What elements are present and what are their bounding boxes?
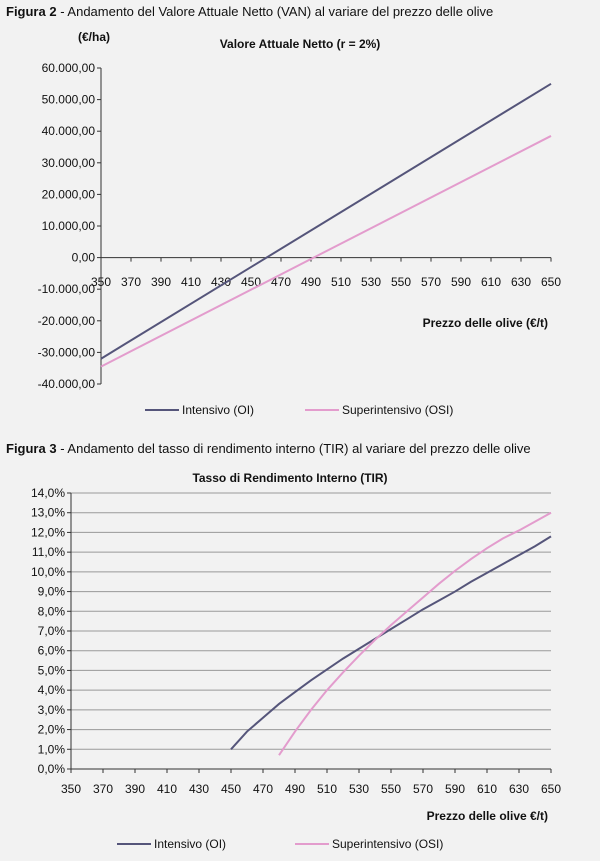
x-tick-label: 470 [271, 275, 291, 289]
y-tick-label: 3,0% [38, 703, 66, 717]
tir-x-axis-label: Prezzo delle olive €/t) [427, 809, 548, 823]
x-tick-label: 510 [317, 782, 337, 796]
y-tick-label: 4,0% [38, 683, 66, 697]
y-tick-label: -30.000,00 [38, 345, 96, 359]
tir-legend: Intensivo (OI) Superintensivo (OSI) [117, 837, 443, 851]
van-x-ticks: 350 370 390 410 430 450 470 490 510 530 550 570 590 6… [91, 257, 561, 289]
y-tick-label: 14,0% [31, 486, 65, 500]
y-tick-label: 2,0% [38, 723, 66, 737]
x-tick-label: 410 [181, 275, 201, 289]
y-tick-label: 40.000,00 [42, 124, 96, 138]
legend-label: Intensivo (OI) [154, 837, 226, 851]
y-tick-label: 30.000,00 [42, 156, 96, 170]
x-tick-label: 430 [211, 275, 231, 289]
x-tick-label: 350 [91, 275, 111, 289]
y-tick-label: 8,0% [38, 604, 66, 618]
x-tick-label: 610 [481, 275, 501, 289]
y-tick-label: 10.000,00 [42, 219, 96, 233]
y-tick-label: 60.000,00 [42, 61, 96, 75]
tir-series [230, 511, 552, 756]
x-tick-label: 390 [151, 275, 171, 289]
tir-axes [70, 493, 551, 770]
y-tick-label: 13,0% [31, 506, 65, 520]
x-tick-label: 570 [413, 782, 433, 796]
x-tick-label: 430 [189, 782, 209, 796]
figure-3-label: Figura 3 [6, 441, 57, 456]
y-tick-label: 5,0% [38, 663, 66, 677]
y-tick-label: 11,0% [32, 545, 65, 559]
x-tick-label: 550 [391, 275, 411, 289]
y-tick-label: 20.000,00 [42, 187, 96, 201]
x-tick-label: 350 [61, 782, 81, 796]
y-tick-label: 0,0% [38, 762, 66, 776]
series-line-intensivo [230, 535, 552, 750]
x-tick-label: 390 [125, 782, 145, 796]
legend-item-intensivo: Intensivo (OI) [145, 403, 254, 417]
van-axes [100, 68, 551, 384]
x-tick-label: 650 [541, 782, 561, 796]
van-chart-title: Valore Attuale Netto (r = 2%) [220, 37, 381, 51]
legend-label: Superintensivo (OSI) [332, 837, 443, 851]
x-tick-label: 510 [331, 275, 351, 289]
x-tick-label: 590 [445, 782, 465, 796]
van-y-axis-label: (€/ha) [78, 30, 110, 44]
van-chart: Valore Attuale Netto (r = 2%) (€/ha) Pre… [38, 30, 562, 417]
x-tick-label: 490 [285, 782, 305, 796]
y-tick-label: -40.000,00 [38, 377, 96, 391]
x-tick-label: 610 [477, 782, 497, 796]
y-tick-label: 0,00 [72, 251, 96, 265]
van-series [100, 82, 552, 368]
y-tick-label: 7,0% [38, 624, 66, 638]
series-line-intensivo [100, 82, 552, 360]
x-tick-label: 530 [361, 275, 381, 289]
x-tick-label: 630 [511, 275, 531, 289]
x-tick-label: 450 [241, 275, 261, 289]
x-tick-label: 370 [121, 275, 141, 289]
x-tick-label: 570 [421, 275, 441, 289]
figure-2-caption: Figura 2 - Andamento del Valore Attuale … [6, 4, 493, 19]
van-legend: Intensivo (OI) Superintensivo (OSI) [145, 403, 453, 417]
figure-3-caption: Figura 3 - Andamento del tasso di rendim… [6, 441, 531, 456]
y-tick-label: 50.000,00 [42, 93, 96, 107]
figure-3-text: - Andamento del tasso di rendimento inte… [56, 441, 531, 456]
x-tick-label: 590 [451, 275, 471, 289]
x-tick-label: 490 [301, 275, 321, 289]
x-tick-label: 550 [381, 782, 401, 796]
legend-label: Intensivo (OI) [182, 403, 254, 417]
tir-y-ticks: 14,0% 13,0% 12,0% 11,0% 10,0% 9,0% 8,0% 7,0% 6,0… [31, 486, 71, 776]
y-tick-label: -20.000,00 [38, 314, 96, 328]
series-line-superintensivo [100, 135, 552, 368]
y-tick-label: 1,0% [38, 742, 66, 756]
x-tick-label: 650 [541, 275, 561, 289]
x-tick-label: 470 [253, 782, 273, 796]
y-tick-label: -10.000,00 [38, 282, 96, 296]
x-tick-label: 370 [93, 782, 113, 796]
legend-item-superintensivo: Superintensivo (OSI) [305, 403, 453, 417]
legend-item-intensivo: Intensivo (OI) [117, 837, 226, 851]
y-tick-label: 12,0% [31, 525, 65, 539]
x-tick-label: 410 [157, 782, 177, 796]
series-line-superintensivo [278, 511, 552, 756]
van-y-ticks: 60.000,00 50.000,00 40.000,00 30.000,00 20.0… [38, 61, 101, 391]
legend-label: Superintensivo (OSI) [342, 403, 453, 417]
figure-2-text: - Andamento del Valore Attuale Netto (VA… [56, 4, 494, 19]
figure-2-label: Figura 2 [6, 4, 57, 19]
tir-chart-title: Tasso di Rendimento Interno (TIR) [192, 471, 387, 485]
tir-x-ticks: 350 370 390 410 430 450 470 490 510 530 550 570 590 6… [61, 769, 561, 796]
tir-gridlines [71, 492, 551, 770]
van-x-axis-label: Prezzo delle olive (€/t) [423, 316, 548, 330]
x-tick-label: 450 [221, 782, 241, 796]
legend-item-superintensivo: Superintensivo (OSI) [295, 837, 443, 851]
y-tick-label: 10,0% [31, 565, 65, 579]
x-tick-label: 530 [349, 782, 369, 796]
y-tick-label: 9,0% [38, 585, 66, 599]
x-tick-label: 630 [509, 782, 529, 796]
y-tick-label: 6,0% [38, 644, 66, 658]
